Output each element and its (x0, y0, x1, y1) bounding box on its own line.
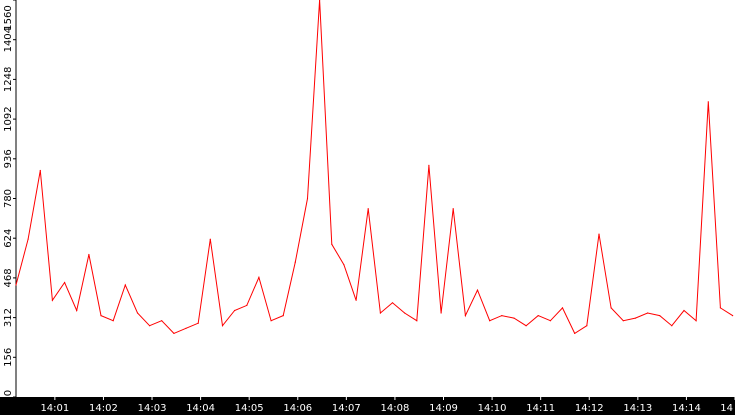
x-tick-label: 14:13 (623, 403, 652, 414)
data-point (683, 309, 685, 312)
data-point (27, 238, 29, 240)
data-point (64, 281, 66, 284)
data-point (124, 284, 126, 286)
data-point (489, 320, 491, 322)
data-point (525, 325, 527, 327)
data-point (112, 320, 114, 322)
x-tick-label: 14:10 (478, 403, 507, 414)
data-point (695, 320, 697, 322)
data-point (197, 322, 199, 324)
x-tick-label: 14:08 (381, 403, 410, 414)
data-point (598, 233, 600, 235)
series-line (15, 0, 733, 335)
data-point (719, 307, 722, 309)
data-point (319, 0, 321, 1)
data-point (343, 264, 345, 266)
data-point (513, 317, 515, 319)
data-point (88, 253, 90, 256)
data-point (149, 325, 151, 327)
x-tick-label: 14:03 (138, 403, 167, 414)
y-tick-label: 1404 (3, 27, 14, 52)
data-point (15, 284, 17, 286)
data-point (331, 243, 333, 245)
data-point (136, 312, 139, 314)
y-tick-label: 936 (3, 149, 14, 168)
x-tick-label: 14:02 (89, 403, 118, 414)
data-point (537, 315, 539, 317)
x-tick-label: 14:11 (526, 403, 555, 414)
plot-area (15, 0, 734, 335)
data-point (659, 315, 661, 317)
data-point (586, 325, 588, 327)
data-point (464, 315, 466, 317)
y-tick-label: 1248 (3, 67, 14, 92)
data-point (270, 320, 272, 322)
data-point (379, 312, 381, 314)
x-tick-label: 14:04 (186, 403, 215, 414)
data-point (367, 208, 369, 210)
x-axis-bar (0, 397, 735, 415)
data-point (671, 325, 673, 327)
data-point (209, 238, 211, 240)
data-point (355, 299, 357, 301)
x-tick-label: 14:06 (283, 403, 312, 414)
y-tick-label: 1092 (3, 106, 14, 131)
x-tick-label: 14:01 (40, 403, 69, 414)
data-point (294, 261, 296, 263)
data-point (634, 317, 637, 319)
y-tick-label: 1560 (3, 5, 14, 30)
data-point (416, 320, 418, 322)
data-point (574, 332, 576, 334)
data-point (39, 169, 41, 172)
data-point (404, 312, 406, 314)
data-point (452, 208, 454, 210)
data-point (221, 325, 224, 327)
data-point (306, 197, 309, 200)
data-point (707, 101, 709, 103)
x-tick-label: 14:07 (332, 403, 361, 414)
data-point (76, 309, 78, 312)
data-point (258, 276, 260, 278)
x-tick-label: 14:05 (235, 403, 264, 414)
data-point (100, 315, 102, 317)
x-tick-label: 14 (720, 403, 733, 414)
data-point (282, 315, 284, 317)
y-tick-label: 0 (3, 390, 14, 396)
x-tick-label: 14:14 (672, 403, 701, 414)
data-point (647, 312, 649, 314)
data-point (234, 309, 236, 312)
data-point (440, 312, 442, 314)
data-point (391, 302, 394, 304)
data-point (610, 307, 612, 309)
data-point (246, 304, 248, 306)
data-point (732, 315, 734, 317)
data-point (501, 315, 503, 317)
data-point (549, 320, 552, 322)
data-point (51, 299, 54, 301)
y-tick-label: 624 (3, 229, 14, 248)
data-point (428, 164, 430, 166)
y-tick-label: 312 (3, 308, 14, 327)
data-point (161, 320, 163, 322)
x-axis: 14:01 14:02 14:03 14:04 14:05 14:06 14:07 14:08… (0, 397, 735, 415)
data-point (476, 289, 479, 291)
data-point (561, 307, 564, 309)
data-point (185, 327, 187, 329)
x-tick-label: 14:09 (429, 403, 458, 414)
x-tick-label: 14:12 (575, 403, 604, 414)
data-point (622, 320, 624, 322)
y-tick-label: 156 (3, 348, 14, 367)
data-point (173, 332, 175, 334)
y-tick-label: 780 (3, 189, 14, 208)
y-tick-label: 468 (3, 268, 14, 287)
